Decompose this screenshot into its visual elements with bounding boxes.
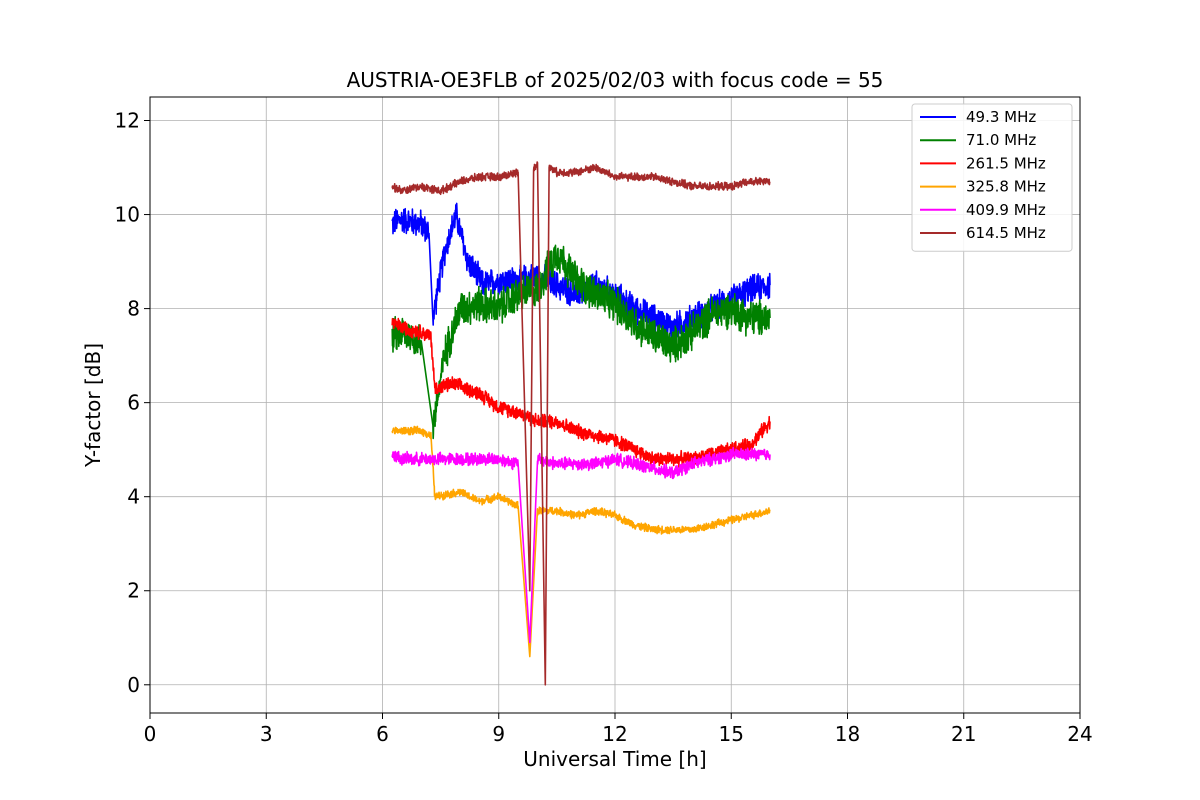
y-tick-label: 0	[127, 673, 140, 697]
x-tick-label: 21	[951, 722, 976, 746]
y-tick-label: 12	[115, 109, 140, 133]
y-tick-label: 8	[127, 297, 140, 321]
legend-label: 409.9 MHz	[966, 201, 1046, 219]
legend-label: 49.3 MHz	[966, 108, 1036, 126]
series-line-3	[391, 425, 771, 658]
x-tick-label: 3	[260, 722, 273, 746]
legend-label: 325.8 MHz	[966, 178, 1046, 196]
plot-frame	[149, 96, 1081, 714]
y-tick-label: 4	[127, 485, 140, 509]
chart-title: AUSTRIA-OE3FLB of 2025/02/03 with focus …	[347, 68, 884, 92]
legend-label: 71.0 MHz	[966, 131, 1036, 149]
legend: 49.3 MHz 71.0 MHz 261.5 MHz 325.8 MHz 40…	[911, 103, 1073, 252]
series-line-1	[391, 244, 771, 440]
legend-label: 261.5 MHz	[966, 154, 1046, 172]
x-tick-label: 18	[835, 722, 860, 746]
series-line-4	[391, 446, 771, 644]
y-tick-label: 2	[127, 579, 140, 603]
y-axis-label: Y-factor [dB]	[81, 343, 105, 468]
x-tick-label: 12	[602, 722, 627, 746]
x-tick-label: 9	[492, 722, 505, 746]
y-tick-label: 6	[127, 391, 140, 415]
x-tick-label: 0	[144, 722, 157, 746]
x-tick-label: 24	[1067, 722, 1092, 746]
x-tick-label: 6	[376, 722, 389, 746]
y-tick-label: 10	[115, 203, 140, 227]
x-tick-label: 15	[719, 722, 744, 746]
series-line-5	[391, 161, 771, 686]
x-axis-label: Universal Time [h]	[523, 747, 706, 771]
legend-label: 614.5 MHz	[966, 224, 1046, 242]
series-group	[391, 161, 771, 686]
